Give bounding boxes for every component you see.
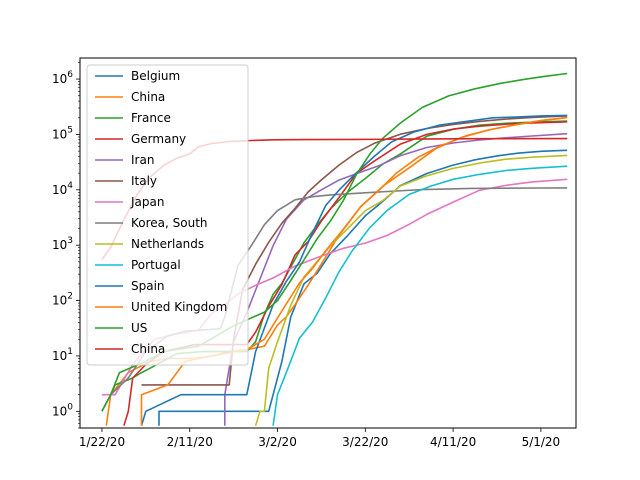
legend-label: Italy (131, 174, 157, 188)
x-axis: 1/22/20 2/11/20 3/2/20 3/22/20 4/11/20 5/1/20 (79, 428, 560, 449)
legend-label: China (131, 342, 165, 356)
legend-label: France (131, 111, 171, 125)
series-line-netherlands-8 (254, 154, 568, 426)
legend-label: Korea, South (131, 216, 208, 230)
legend-label: Iran (131, 153, 154, 167)
x-tick-label: 3/2/20 (258, 435, 297, 449)
legend-box (86, 64, 249, 366)
series-line-spain-10 (140, 114, 568, 426)
series-line-portugal-9 (272, 165, 568, 426)
legend-label: Spain (131, 279, 165, 293)
legend: Belgium China France Germany Iran Italy Japan K… (86, 64, 249, 366)
x-tick-label: 1/22/20 (79, 435, 125, 449)
x-tick-label: 2/11/20 (167, 435, 213, 449)
legend-label: Germany (131, 132, 186, 146)
series-line-belgium-0 (158, 149, 568, 426)
legend-label: Portugal (131, 258, 181, 272)
legend-label: China (131, 90, 165, 104)
legend-label: Japan (130, 195, 164, 209)
x-tick-label: 3/22/20 (342, 435, 388, 449)
legend-label: Netherlands (131, 237, 204, 251)
x-tick-label: 4/11/20 (430, 435, 476, 449)
legend-label: US (131, 321, 147, 335)
plot-frame (79, 57, 577, 429)
x-tick-label: 5/1/20 (522, 435, 561, 449)
legend-label: United Kingdom (131, 300, 227, 314)
legend-label: Belgium (131, 69, 180, 83)
